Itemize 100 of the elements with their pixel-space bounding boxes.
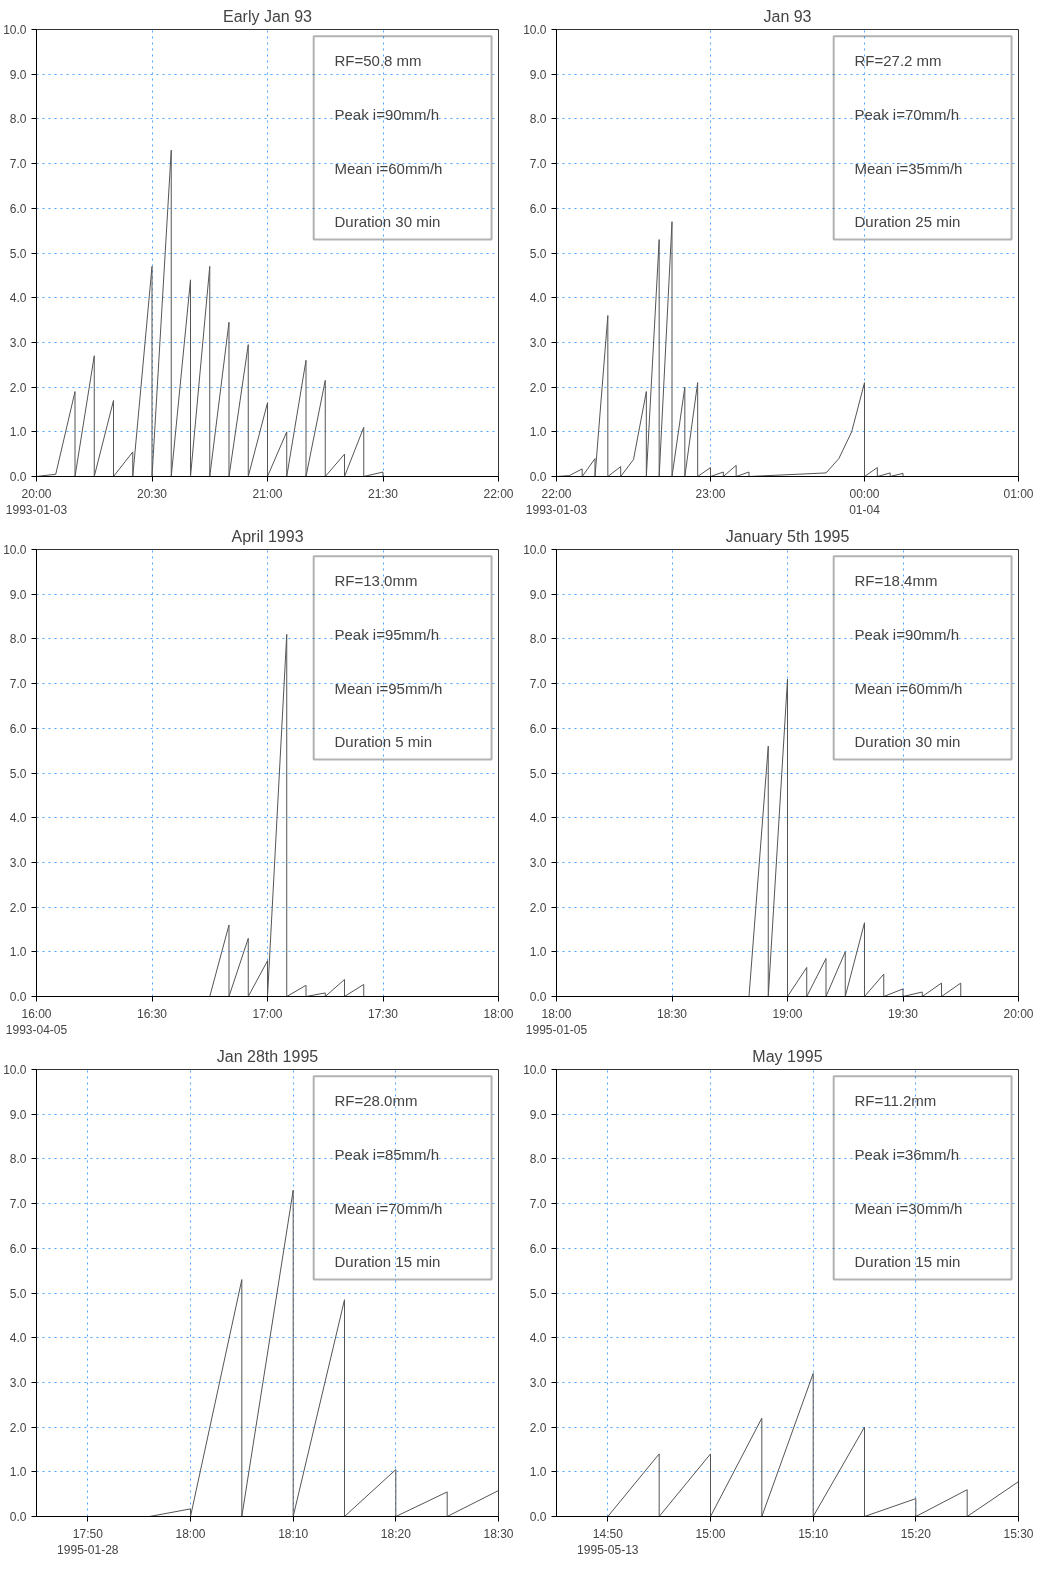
annotation: Mean i=60mm/h (854, 679, 963, 697)
chart-title: Jan 28th 1995 (216, 1047, 319, 1065)
y-tick-label: 3.0 (9, 855, 27, 870)
y-tick-label: 0.0 (9, 470, 27, 484)
annotation: Mean i=70mm/h (334, 1199, 443, 1217)
y-tick-label: 8.0 (9, 112, 27, 127)
y-tick-label: 9.0 (529, 67, 547, 82)
x-tick-label: 21:00 (252, 486, 283, 501)
annotation: Peak i=70mm/h (854, 105, 960, 123)
y-tick-label: 3.0 (9, 1375, 27, 1390)
y-tick-label: 4.0 (529, 291, 547, 306)
x-tick-label: 18:30 (656, 1006, 688, 1021)
y-tick-label: 3.0 (529, 855, 547, 870)
y-tick-label: 3.0 (9, 335, 27, 350)
annotation: RF=13.0mm (334, 572, 418, 590)
y-tick-label: 10.0 (3, 23, 27, 37)
y-tick-label: 9.0 (9, 1107, 27, 1122)
y-tick-label: 1.0 (9, 945, 27, 960)
y-tick-label: 8.0 (529, 112, 547, 127)
y-tick-label: 7.0 (529, 1197, 547, 1212)
x-tick-label: 16:30 (136, 1006, 168, 1021)
y-tick-label: 10.0 (523, 1063, 547, 1077)
annotation: RF=28.0mm (334, 1092, 418, 1110)
x-tick-label: 20:30 (136, 486, 168, 501)
annotation: Duration 30 min (854, 733, 961, 751)
annotation: Mean i=95mm/h (334, 679, 443, 697)
annotation: Peak i=85mm/h (334, 1145, 440, 1163)
y-tick-label: 0.0 (529, 1510, 547, 1524)
y-tick-label: 0.0 (9, 1510, 27, 1524)
y-tick-label: 7.0 (9, 677, 27, 692)
y-tick-label: 7.0 (529, 157, 547, 172)
annotation: Mean i=35mm/h (854, 159, 963, 177)
x-tick-label: 18:10 (278, 1526, 309, 1541)
x-tick-label: 23:00 (695, 486, 726, 501)
x-tick-label: 01:00 (1003, 486, 1034, 501)
y-tick-label: 6.0 (9, 721, 27, 736)
y-tick-label: 9.0 (9, 587, 27, 602)
annotation: Mean i=60mm/h (334, 159, 443, 177)
y-tick-label: 10.0 (523, 543, 547, 557)
y-tick-label: 6.0 (9, 1241, 27, 1256)
x-tick-label: 00:00 01-04 (849, 486, 881, 518)
y-tick-label: 3.0 (529, 335, 547, 350)
y-tick-label: 4.0 (529, 811, 547, 826)
y-tick-label: 5.0 (9, 246, 27, 261)
x-tick-label: 17:00 (252, 1006, 283, 1021)
y-tick-label: 7.0 (9, 157, 27, 172)
annotation: Peak i=90mm/h (334, 105, 440, 123)
chart-title: January 5th 1995 (725, 527, 850, 545)
annotation: Peak i=36mm/h (854, 1145, 960, 1163)
y-tick-label: 1.0 (9, 425, 27, 440)
y-tick-label: 0.0 (529, 990, 547, 1004)
y-tick-label: 1.0 (529, 945, 547, 960)
y-tick-label: 4.0 (9, 811, 27, 826)
y-tick-label: 9.0 (529, 1107, 547, 1122)
y-tick-label: 8.0 (529, 1152, 547, 1167)
y-tick-label: 2.0 (529, 900, 547, 915)
y-tick-label: 1.0 (529, 425, 547, 440)
y-tick-label: 5.0 (9, 766, 27, 781)
x-tick-label: 14:50 1995-05-13 (577, 1526, 639, 1558)
x-tick-label: 22:00 1993-01-03 (525, 486, 588, 518)
x-tick-label: 18:00 (175, 1526, 206, 1541)
y-tick-label: 6.0 (9, 201, 27, 216)
y-tick-label: 10.0 (523, 23, 547, 37)
y-tick-label: 2.0 (529, 380, 547, 395)
y-tick-label: 5.0 (529, 766, 547, 781)
x-tick-label: 17:50 1995-01-28 (57, 1526, 119, 1558)
y-tick-label: 4.0 (9, 291, 27, 306)
x-tick-label: 15:10 (798, 1526, 829, 1541)
y-tick-label: 1.0 (9, 1465, 27, 1480)
x-tick-label: 17:30 (367, 1006, 399, 1021)
x-tick-label: 21:30 (367, 486, 399, 501)
y-tick-label: 1.0 (529, 1465, 547, 1480)
y-tick-label: 2.0 (9, 380, 27, 395)
x-tick-label: 15:30 (1003, 1526, 1034, 1541)
annotation: RF=50.8 mm (334, 52, 422, 70)
x-tick-label: 19:00 (772, 1006, 803, 1021)
x-tick-label: 15:20 (900, 1526, 932, 1541)
chart-title: May 1995 (752, 1047, 823, 1065)
x-tick-label: 16:00 1993-04-05 (5, 1006, 68, 1038)
annotation: RF=18.4mm (854, 572, 938, 590)
y-tick-label: 6.0 (529, 1241, 547, 1256)
y-tick-label: 4.0 (9, 1331, 27, 1346)
y-tick-label: 2.0 (9, 900, 27, 915)
y-tick-label: 0.0 (9, 990, 27, 1004)
y-tick-label: 3.0 (529, 1375, 547, 1390)
x-tick-label: 19:30 (887, 1006, 919, 1021)
y-tick-label: 4.0 (529, 1331, 547, 1346)
y-tick-label: 8.0 (9, 1152, 27, 1167)
y-tick-label: 0.0 (529, 470, 547, 484)
y-tick-label: 9.0 (9, 67, 27, 82)
y-tick-label: 2.0 (529, 1420, 547, 1435)
annotation: Duration 15 min (334, 1253, 441, 1271)
annotation: Duration 30 min (334, 213, 441, 231)
annotation: Duration 15 min (854, 1253, 961, 1271)
annotation: Duration 5 min (334, 733, 433, 751)
x-tick-label: 18:00 1995-01-05 (525, 1006, 588, 1038)
y-tick-label: 8.0 (9, 632, 27, 647)
x-tick-label: 15:00 (695, 1526, 726, 1541)
y-tick-label: 5.0 (529, 246, 547, 261)
x-tick-label: 20:00 1993-01-03 (5, 486, 68, 518)
